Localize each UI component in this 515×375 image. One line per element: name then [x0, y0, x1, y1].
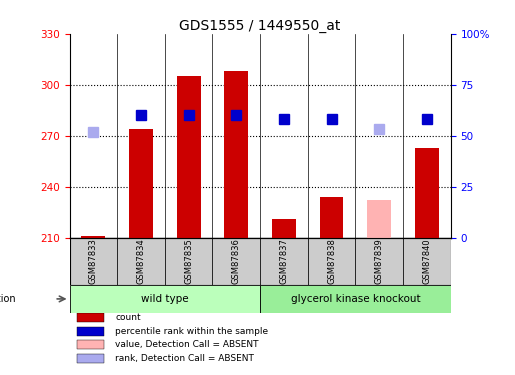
Bar [225, 71, 248, 238]
Text: GSM87838: GSM87838 [327, 238, 336, 284]
Text: percentile rank within the sample: percentile rank within the sample [115, 327, 268, 336]
Text: count: count [115, 313, 141, 322]
Bar [355, 238, 403, 285]
Bar [307, 238, 355, 285]
Text: value, Detection Call = ABSENT: value, Detection Call = ABSENT [115, 340, 259, 350]
Bar [272, 219, 296, 238]
Bar [403, 238, 451, 285]
Bar [70, 285, 260, 313]
Text: GSM87837: GSM87837 [280, 238, 288, 284]
Text: GSM87836: GSM87836 [232, 238, 241, 284]
Bar [260, 238, 308, 285]
Text: GSM87834: GSM87834 [136, 238, 145, 284]
Bar [320, 197, 344, 238]
Bar [81, 236, 105, 238]
Bar [367, 200, 391, 238]
Bar [165, 238, 212, 285]
Bar [77, 340, 104, 350]
Bar [77, 327, 104, 336]
Bar [70, 238, 117, 285]
Bar [260, 285, 451, 313]
Bar [212, 238, 260, 285]
Text: GSM87839: GSM87839 [375, 238, 384, 284]
Bar [129, 129, 153, 238]
Text: GSM87835: GSM87835 [184, 238, 193, 284]
Text: rank, Detection Call = ABSENT: rank, Detection Call = ABSENT [115, 354, 254, 363]
Bar [415, 148, 439, 238]
Text: GSM87833: GSM87833 [89, 238, 98, 284]
Text: GSM87840: GSM87840 [422, 238, 431, 284]
Bar [117, 238, 165, 285]
Text: genotype/variation: genotype/variation [0, 294, 16, 304]
Bar [77, 313, 104, 322]
Bar [177, 76, 200, 238]
Text: glycerol kinase knockout: glycerol kinase knockout [290, 294, 420, 304]
Bar [77, 354, 104, 363]
Text: wild type: wild type [141, 294, 188, 304]
Title: GDS1555 / 1449550_at: GDS1555 / 1449550_at [179, 19, 341, 33]
